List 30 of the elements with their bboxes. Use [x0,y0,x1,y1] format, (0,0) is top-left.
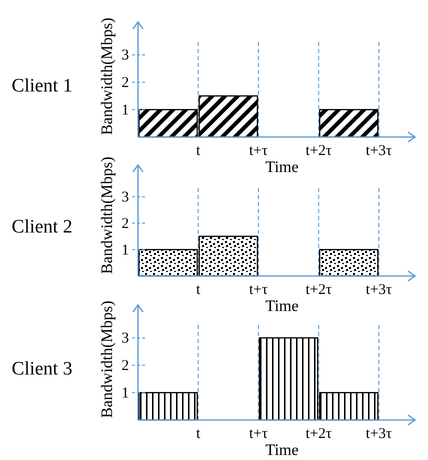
y-tick-label: 1 [122,242,129,258]
y-tick-label: 3 [122,48,129,64]
x-tick-label: t+3τ [366,282,392,298]
x-axis-title: Time [265,298,299,315]
y-tick-label: 1 [122,102,129,118]
x-tick-label: t+τ [249,143,268,159]
x-tick-label: t [196,426,202,442]
y-tick-label: 2 [122,358,129,374]
x-tick-label: t [196,282,202,298]
x-tick-label: t+2τ [306,282,332,298]
y-tick-label: 2 [122,75,129,92]
x-axis-title: Time [265,159,299,176]
x-tick-label: t+τ [249,426,268,442]
text: Client 2 [12,216,72,238]
y-tick-label: 3 [122,190,129,206]
x-tick-label: t+2τ [306,143,332,159]
x-tick-label: t+3τ [366,426,392,442]
y-axis-title: Bandwidth(Mbps) [99,18,116,135]
y-axis-title: Bandwidth(Mbps) [99,300,116,418]
x-tick-label: t+2τ [306,426,332,442]
y-axis-title: Bandwidth(Mbps) [99,156,116,274]
text: Client 1 [12,76,72,96]
x-tick-label: t+τ [249,282,268,298]
y-tick-label: 3 [122,330,129,347]
y-tick-label: 2 [122,216,129,232]
x-axis-title: Time [265,442,299,459]
x-tick-label: t [196,143,202,159]
y-tick-label: 1 [122,385,129,402]
text: Client 3 [12,358,72,380]
x-tick-label: t+3τ [366,143,392,159]
